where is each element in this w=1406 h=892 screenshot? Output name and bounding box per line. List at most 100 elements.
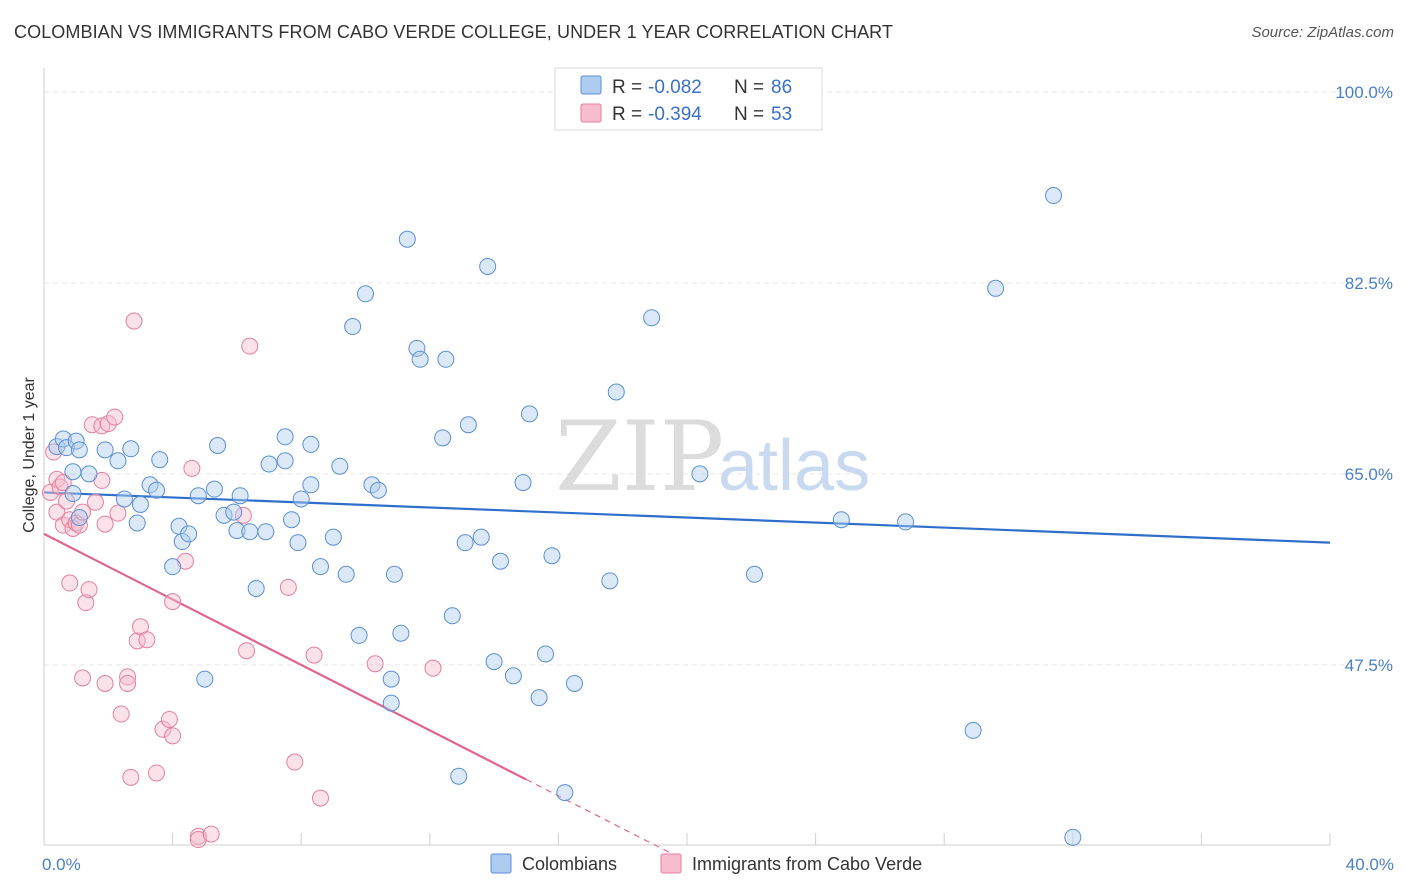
colombians-point-80	[987, 279, 1005, 297]
colombians-point-74	[643, 309, 661, 327]
cabo-verde-point-51	[366, 655, 384, 673]
colombians-point-30	[241, 523, 259, 541]
colombians-point-57	[434, 429, 452, 447]
cabo-verde-point-21	[96, 674, 114, 692]
cabo-verde-point-26	[112, 705, 130, 723]
colombians-point-44	[337, 565, 355, 583]
colombians-point-18	[164, 558, 182, 576]
cabo-verde-point-47	[279, 578, 297, 596]
colombians-point-4	[64, 463, 82, 481]
colombians-point-60	[456, 534, 474, 552]
colombians-point-67	[520, 405, 538, 423]
legend-r-label-1: R =	[612, 77, 642, 98]
cabo-verde-point-37	[164, 727, 182, 745]
colombians-point-24	[205, 480, 223, 498]
colombians-point-11	[115, 490, 133, 508]
x-tick-label-1: 40.0%	[1346, 855, 1394, 874]
cabo-verde-point-43	[202, 825, 220, 843]
colombians-point-82	[1064, 828, 1082, 846]
colombians-point-10	[109, 452, 127, 470]
y-axis-label: College, Under 1 year	[21, 377, 38, 533]
cabo-verde-point-28	[119, 674, 137, 692]
cabo-verde-point-36	[160, 710, 178, 728]
cabo-verde-point-23	[99, 415, 117, 433]
colombians-point-62	[472, 528, 490, 546]
colombians-point-25	[209, 436, 227, 454]
cabo-verde-point-30	[125, 312, 143, 330]
colombians-point-42	[324, 528, 342, 546]
legend-n-value-1: 86	[771, 77, 792, 98]
legend-n-label-1: N =	[734, 77, 764, 98]
colombians-point-47	[357, 285, 374, 303]
colombians-point-6	[70, 441, 88, 459]
colombians-point-70	[543, 547, 561, 565]
cabo-verde-point-42	[189, 831, 207, 849]
cabo-verde-point-19	[93, 417, 111, 435]
colombians-point-76	[746, 565, 764, 583]
colombians-point-2	[58, 439, 76, 457]
cabo-verde-point-34	[148, 764, 166, 782]
colombians-point-52	[385, 565, 403, 583]
colombians-point-33	[260, 455, 278, 473]
colombians-point-43	[331, 457, 349, 475]
trendline-2	[525, 778, 675, 856]
legend-r-value-1: -0.082	[648, 77, 702, 98]
series-cabo-verde-points	[41, 312, 442, 849]
cabo-verde-point-40	[183, 459, 201, 477]
colombians-point-16	[148, 481, 166, 499]
colombians-point-46	[350, 626, 368, 644]
colombians-point-35	[276, 452, 294, 470]
colombians-point-85	[565, 674, 583, 692]
colombians-point-53	[392, 624, 410, 642]
y-tick-label-1: 82.5%	[1345, 274, 1393, 293]
colombians-point-28	[228, 522, 246, 540]
correlation-legend: R = -0.082 N = 86 R = -0.394 N = 53	[554, 67, 823, 131]
colombians-point-3	[64, 485, 82, 503]
cabo-verde-point-24	[106, 408, 124, 426]
cabo-verde-point-29	[122, 768, 140, 786]
cabo-verde-point-45	[241, 337, 259, 355]
source-label: Source: ZipAtlas.com	[1251, 24, 1394, 41]
colombians-point-49	[369, 481, 387, 499]
colombians-point-41	[311, 558, 329, 576]
chart-title: COLOMBIAN VS IMMIGRANTS FROM CABO VERDE …	[14, 22, 894, 42]
cabo-verde-point-35	[154, 720, 172, 738]
colombians-point-13	[128, 514, 146, 532]
colombians-point-50	[382, 694, 400, 712]
watermark-zip: ZIP	[555, 401, 724, 513]
colombians-point-45	[344, 318, 362, 336]
colombians-point-36	[283, 511, 301, 529]
colombians-point-77	[832, 511, 850, 529]
colombians-point-61	[459, 416, 477, 434]
cabo-verde-point-22	[96, 515, 114, 533]
cabo-verde-point-16	[80, 581, 98, 599]
colombians-point-68	[530, 689, 548, 707]
colombians-point-63	[479, 257, 497, 275]
tick-labels: 100.0% 82.5% 65.0% 47.5% 0.0% 40.0%	[42, 83, 1394, 874]
colombians-point-31	[247, 579, 265, 597]
cabo-verde-point-38	[164, 593, 182, 611]
cabo-verde-point-39	[176, 552, 194, 570]
axes	[43, 68, 1331, 846]
colombians-point-81	[1045, 187, 1063, 205]
colombians-point-27	[225, 503, 243, 521]
cabo-verde-point-5	[54, 474, 72, 492]
cabo-verde-point-15	[77, 594, 95, 612]
cabo-verde-point-48	[286, 753, 304, 771]
cabo-verde-point-52	[424, 659, 442, 677]
colombians-point-17	[151, 451, 169, 469]
colombians-point-69	[537, 645, 555, 663]
watermark-atlas: atlas	[718, 426, 870, 506]
legend-colombians-swatch	[490, 853, 512, 874]
legend-r-label-2: R =	[612, 104, 642, 125]
colombians-point-79	[964, 721, 982, 739]
cabo-verde-point-14	[74, 669, 92, 687]
colombians-point-29	[231, 487, 249, 505]
colombians-point-59	[443, 607, 461, 625]
colombians-point-21	[180, 525, 198, 543]
colombians-point-23	[196, 670, 214, 688]
x-tick-label-0: 0.0%	[42, 855, 81, 874]
colombians-point-34	[276, 428, 294, 446]
trendline-1	[43, 532, 527, 781]
